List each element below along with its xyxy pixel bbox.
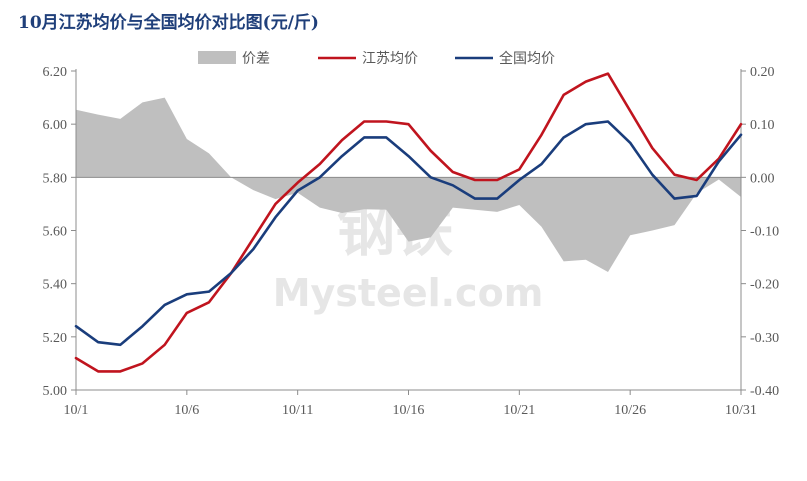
right-tick-label: -0.10 [750, 225, 779, 240]
series-area-价差 [76, 97, 741, 272]
left-tick-label: 5.20 [43, 331, 68, 346]
left-tick-label: 6.00 [43, 118, 68, 133]
legend: 价差 江苏均价 全国均价 [198, 50, 555, 67]
left-tick-label: 5.00 [43, 384, 68, 399]
right-tick-label: -0.20 [750, 278, 779, 293]
left-tick-label: 6.20 [43, 65, 68, 80]
left-tick-label: 5.60 [43, 225, 68, 240]
right-tick-label: -0.40 [750, 384, 779, 399]
left-tick-label: 5.80 [43, 171, 68, 186]
x-tick-label: 10/1 [64, 403, 89, 418]
series-line-全国均价 [74, 120, 743, 347]
left-tick-label: 5.40 [43, 278, 68, 293]
legend-label-江苏均价: 江苏均价 [362, 51, 418, 67]
legend-swatch-价差 [198, 51, 236, 64]
right-tick-label: 0.00 [750, 171, 775, 186]
legend-label-全国均价: 全国均价 [499, 50, 555, 67]
x-tick-label: 10/6 [174, 403, 199, 418]
right-tick-label: 0.10 [750, 118, 775, 133]
x-tick-label: 10/31 [725, 403, 757, 418]
watermark-text: Mysteel.com [273, 271, 544, 315]
x-tick-label: 10/16 [393, 403, 425, 418]
right-tick-label: -0.30 [750, 331, 779, 346]
chart-title: 10月江苏均价与全国均价对比图(元/斤) [18, 13, 319, 33]
series-line-江苏均价 [74, 72, 743, 373]
x-tick-label: 10/26 [614, 403, 646, 418]
right-tick-label: 0.20 [750, 65, 775, 80]
legend-label-价差: 价差 [242, 51, 270, 67]
x-tick-label: 10/21 [503, 403, 535, 418]
x-tick-label: 10/11 [282, 403, 313, 418]
